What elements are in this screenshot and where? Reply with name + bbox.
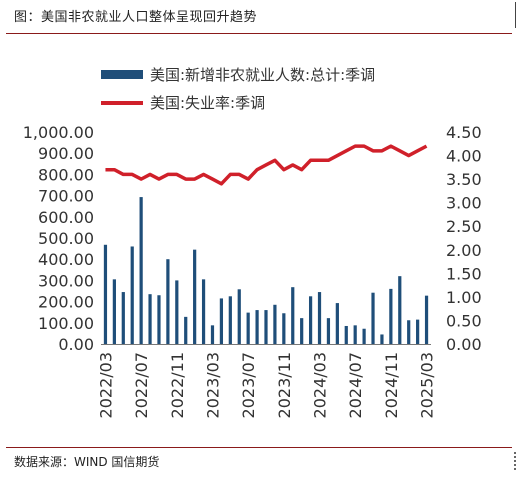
left-tick-label: 100.00 xyxy=(38,314,94,333)
x-tick-label: 2023/11 xyxy=(275,352,294,418)
bar xyxy=(291,287,295,344)
bar xyxy=(416,319,420,344)
edge-mark-top xyxy=(509,2,516,28)
left-tick-label: 400.00 xyxy=(38,250,94,269)
bar xyxy=(407,320,411,344)
bar xyxy=(282,313,286,344)
bar xyxy=(130,246,134,344)
bar xyxy=(166,259,170,344)
left-tick-label: 0.00 xyxy=(58,335,94,354)
bar xyxy=(157,295,161,344)
left-tick-label: 200.00 xyxy=(38,293,94,312)
bar xyxy=(344,325,348,344)
bar xyxy=(121,292,125,344)
right-tick-label: 3.50 xyxy=(446,170,482,189)
bar xyxy=(398,276,402,344)
right-tick-label: 3.00 xyxy=(446,194,482,213)
left-tick-label: 300.00 xyxy=(38,271,94,290)
bar xyxy=(326,318,331,344)
figure-title: 图：美国非农就业人口整体呈现回升趋势 xyxy=(14,10,258,25)
top-rule xyxy=(6,33,512,34)
bottom-rule xyxy=(6,447,512,448)
bar xyxy=(184,316,188,344)
bar xyxy=(175,280,179,344)
bar xyxy=(237,289,241,344)
bar xyxy=(246,312,250,344)
right-tick-label: 0.50 xyxy=(446,311,482,330)
bar xyxy=(210,325,215,344)
left-tick-label: 900.00 xyxy=(38,144,94,163)
x-tick-label: 2024/11 xyxy=(382,352,401,418)
right-tick-label: 4.50 xyxy=(446,123,482,142)
x-axis: 2022/03 2022/07 2022/11 2023/03 2023/07 2023/… xyxy=(96,352,436,418)
bar xyxy=(228,296,232,344)
x-tick-label: 2024/03 xyxy=(311,352,330,418)
bar xyxy=(389,288,393,344)
bar xyxy=(264,310,268,344)
legend: 美国:新增非农就业人数:总计:季调 美国:失业率:季调 xyxy=(101,66,375,112)
bar xyxy=(371,292,375,344)
x-tick-label: 2022/03 xyxy=(96,352,115,418)
x-tick-label: 2025/03 xyxy=(418,352,437,418)
x-tick-label: 2023/07 xyxy=(239,352,258,418)
left-axis: 0.00 100.00 200.00 300.00 400.00 500.00 600.00… xyxy=(23,123,94,354)
bar xyxy=(353,325,357,344)
left-tick-label: 500.00 xyxy=(38,229,94,248)
x-tick-label: 2022/07 xyxy=(132,352,151,418)
right-axis: 0.00 0.50 1.00 1.50 2.00 2.50 3.00 3.50 4.00 4.50 xyxy=(446,123,482,354)
x-tick-label: 2023/03 xyxy=(203,352,222,418)
bar xyxy=(335,303,339,344)
left-tick-label: 800.00 xyxy=(38,165,94,184)
x-tick-label: 2022/11 xyxy=(168,352,187,418)
left-tick-label: 600.00 xyxy=(38,208,94,227)
unemployment-line xyxy=(105,144,428,186)
x-tick-label: 2024/07 xyxy=(346,352,365,418)
bar xyxy=(424,295,429,344)
left-tick-label: 700.00 xyxy=(38,187,94,206)
bar xyxy=(362,328,366,344)
bar xyxy=(380,334,384,344)
bar xyxy=(103,244,108,344)
source-note: 数据来源：WIND 国信期货 xyxy=(14,455,160,469)
legend-bar-label: 美国:新增非农就业人数:总计:季调 xyxy=(150,66,375,84)
bar xyxy=(300,318,304,344)
bar xyxy=(193,249,197,344)
legend-bar-swatch xyxy=(101,70,143,79)
right-tick-label: 4.00 xyxy=(446,147,482,166)
right-tick-label: 1.00 xyxy=(446,288,482,307)
bar-series xyxy=(101,197,431,345)
bar xyxy=(308,296,313,344)
right-tick-label: 2.50 xyxy=(446,217,482,236)
bar xyxy=(148,294,152,344)
bar xyxy=(317,292,322,344)
bar xyxy=(139,197,143,344)
combo-chart: 美国:新增非农就业人数:总计:季调 美国:失业率:季调 0.00100.0020… xyxy=(23,66,482,418)
right-tick-label: 1.50 xyxy=(446,264,482,283)
edge-mark-bottom xyxy=(508,452,516,470)
bar xyxy=(255,310,259,344)
bar xyxy=(201,279,206,344)
right-tick-label: 2.00 xyxy=(446,241,482,260)
bar xyxy=(219,298,224,344)
right-tick-label: 0.00 xyxy=(446,335,482,354)
bar xyxy=(112,279,116,344)
bar xyxy=(273,304,277,344)
left-tick-label: 1,000.00 xyxy=(23,123,94,142)
legend-line-label: 美国:失业率:季调 xyxy=(150,94,265,112)
